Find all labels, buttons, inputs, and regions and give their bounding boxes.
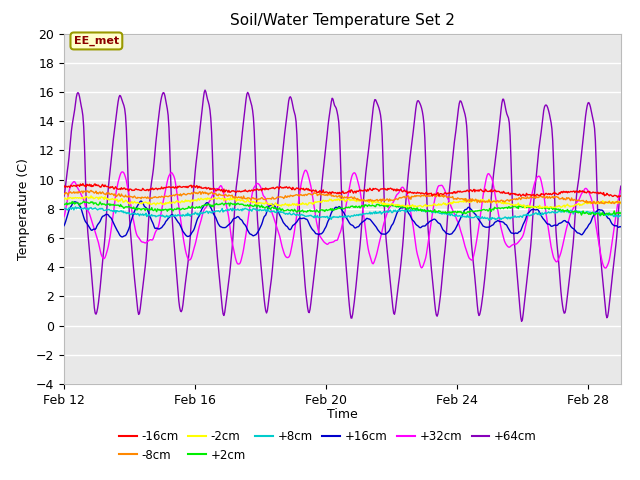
- Text: EE_met: EE_met: [74, 36, 119, 46]
- Title: Soil/Water Temperature Set 2: Soil/Water Temperature Set 2: [230, 13, 455, 28]
- X-axis label: Time: Time: [327, 408, 358, 421]
- Legend: -16cm, -8cm, -2cm, +2cm, +8cm, +16cm, +32cm, +64cm: -16cm, -8cm, -2cm, +2cm, +8cm, +16cm, +3…: [115, 425, 541, 466]
- Y-axis label: Temperature (C): Temperature (C): [17, 158, 30, 260]
